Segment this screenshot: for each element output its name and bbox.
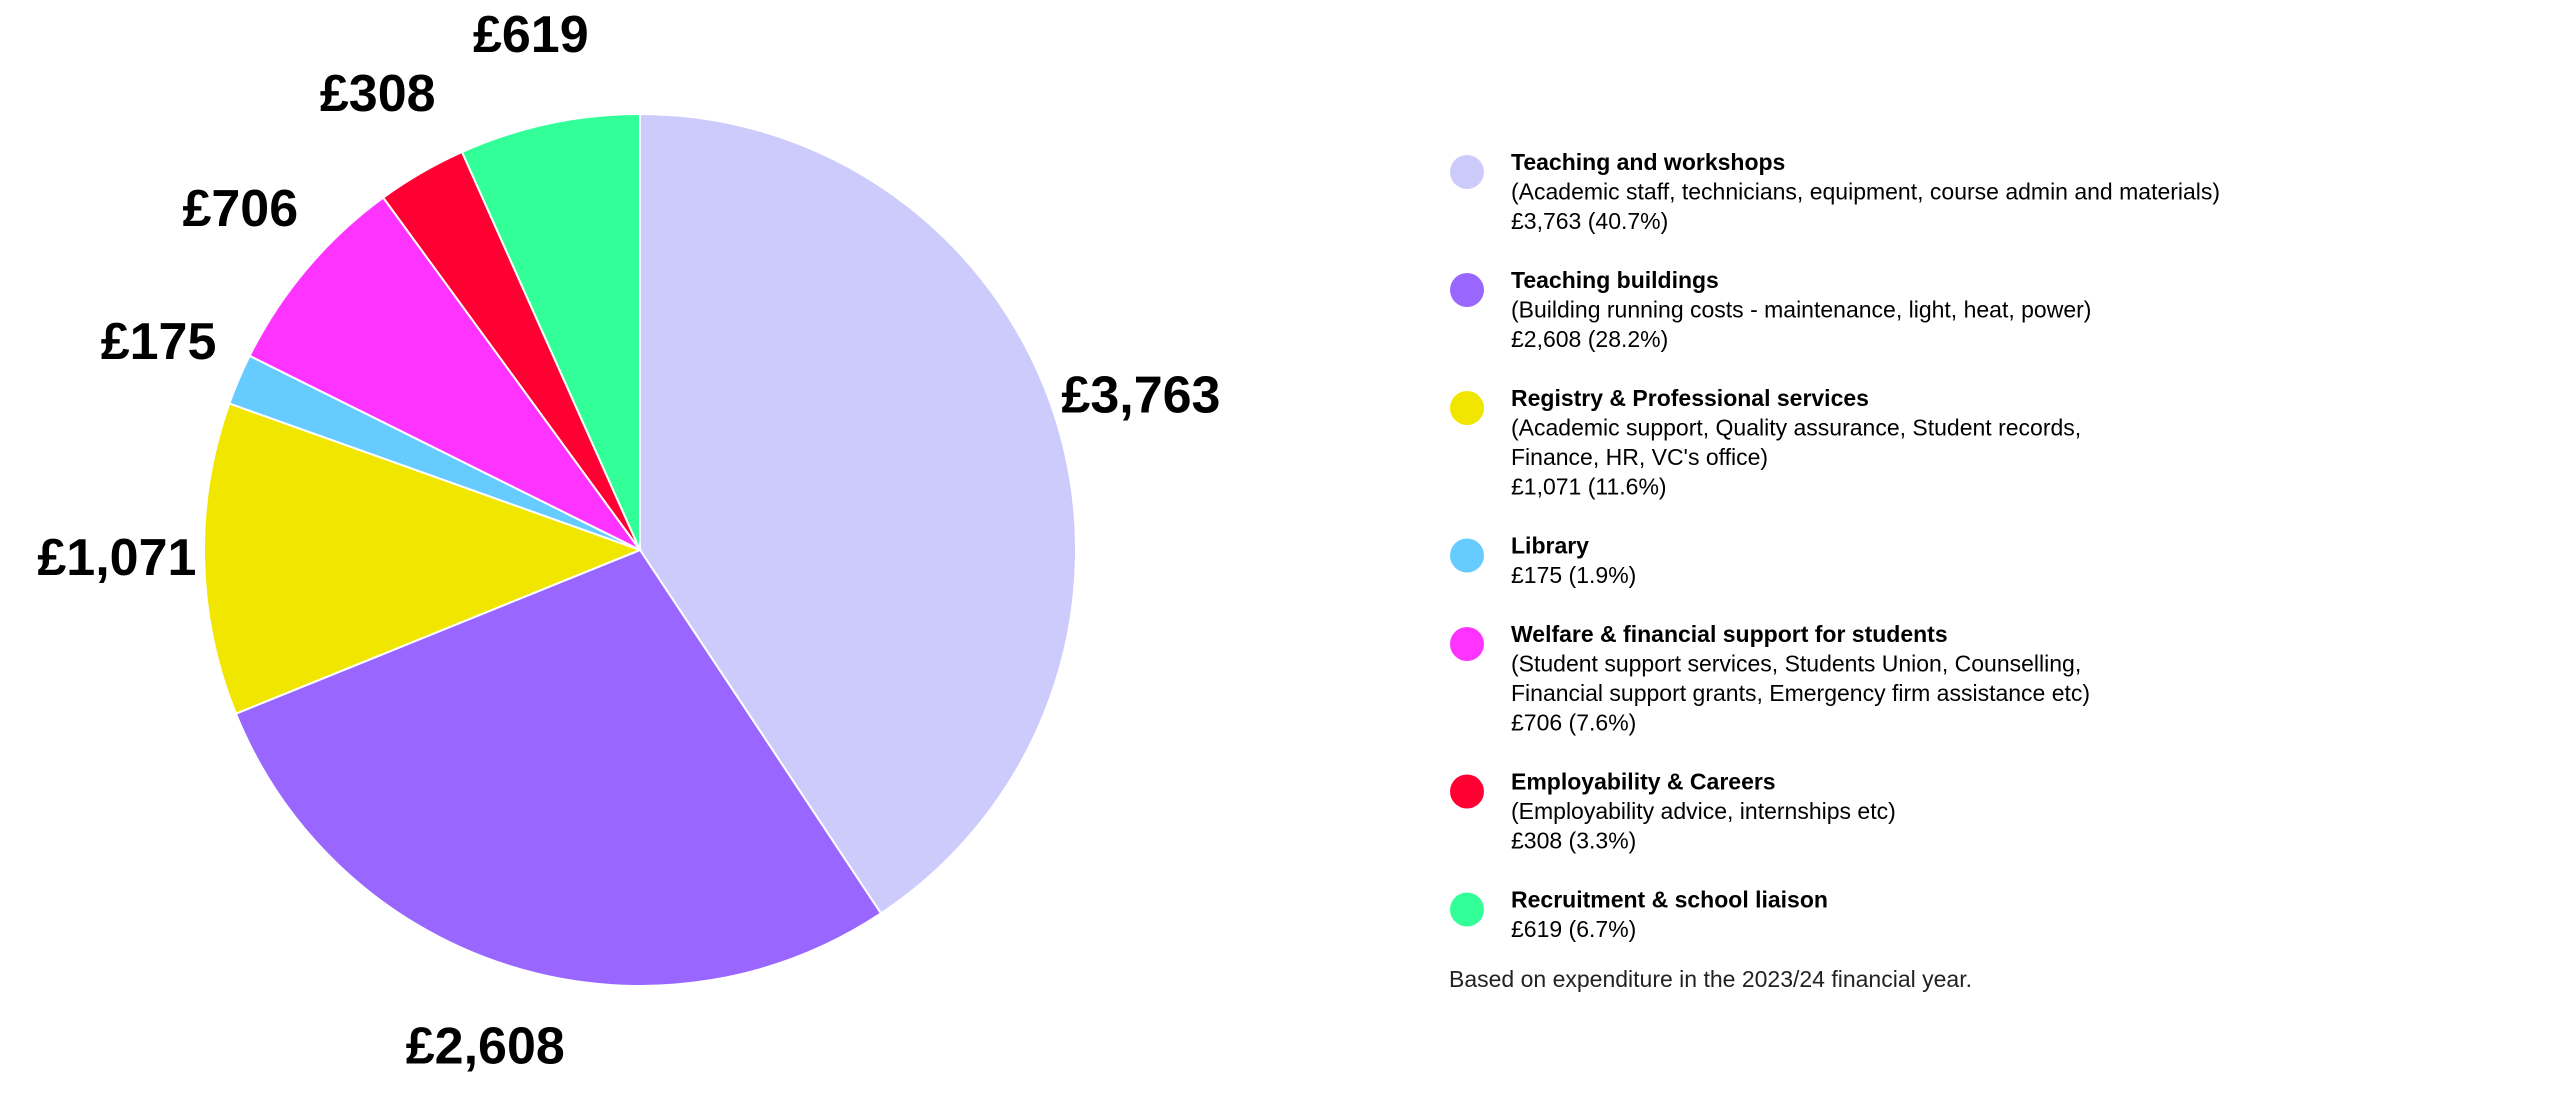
value-label: £175 [101,313,217,371]
value-label: £706 [182,180,298,238]
value-label: £308 [320,65,436,123]
legend-name: Teaching and workshops [1511,149,1785,175]
pie-slice [203,402,643,715]
legend-name: Recruitment & school liaison [1511,887,1828,913]
legend-detail: £619 (6.7%) [1511,916,1636,942]
legend-name: Welfare & financial support for students [1511,621,1948,647]
legend-detail: £706 (7.6%) [1511,710,1636,736]
legend-detail: £175 (1.9%) [1511,562,1636,588]
legend-detail: £1,071 (11.6%) [1511,474,1667,500]
value-label: £1,071 [37,529,196,587]
legend-name: Registry & Professional services [1511,385,1869,411]
legend-swatch [1450,892,1484,927]
legend-description: (Building running costs - maintenance, l… [1511,297,2091,323]
legend-swatch [1450,391,1484,425]
legend-detail: £2,608 (28.2%) [1511,326,1668,352]
value-label: £619 [473,6,589,64]
value-label: £2,608 [406,1018,565,1076]
legend-description: (Employability advice, internships etc) [1511,798,1896,824]
legend-description: Finance, HR, VC's office) [1511,444,1768,470]
pie: £3,763 £2,608 £1,071 £175 £706 £308 £619 [37,6,1220,1075]
legend-name: Teaching buildings [1511,267,1719,293]
legend-description: (Academic staff, technicians, equipment,… [1511,179,2220,205]
footnote: Based on expenditure in the 2023/24 fina… [1449,966,1972,992]
legend-description: (Student support services, Students Unio… [1511,651,2081,677]
legend-swatch [1450,538,1484,573]
legend-detail: £308 (3.3%) [1511,828,1636,854]
pie-slice [460,112,641,551]
legend-description: (Academic support, Quality assurance, St… [1511,415,2081,441]
value-label: £3,763 [1061,367,1220,425]
legend-description: Financial support grants, Emergency firm… [1511,680,2090,706]
pie-slice [234,548,883,987]
legend-name: Library [1511,533,1589,559]
legend-swatch [1450,774,1484,809]
legend-name: Employability & Careers [1511,769,1776,795]
legend-detail: £3,763 (40.7%) [1511,208,1668,234]
legend-swatch [1450,627,1484,661]
legend: Teaching and workshops (Academic staff, t… [1449,149,2220,992]
legend-swatch [1450,155,1484,189]
legend-swatch [1450,273,1484,307]
pie-slice [248,196,641,551]
